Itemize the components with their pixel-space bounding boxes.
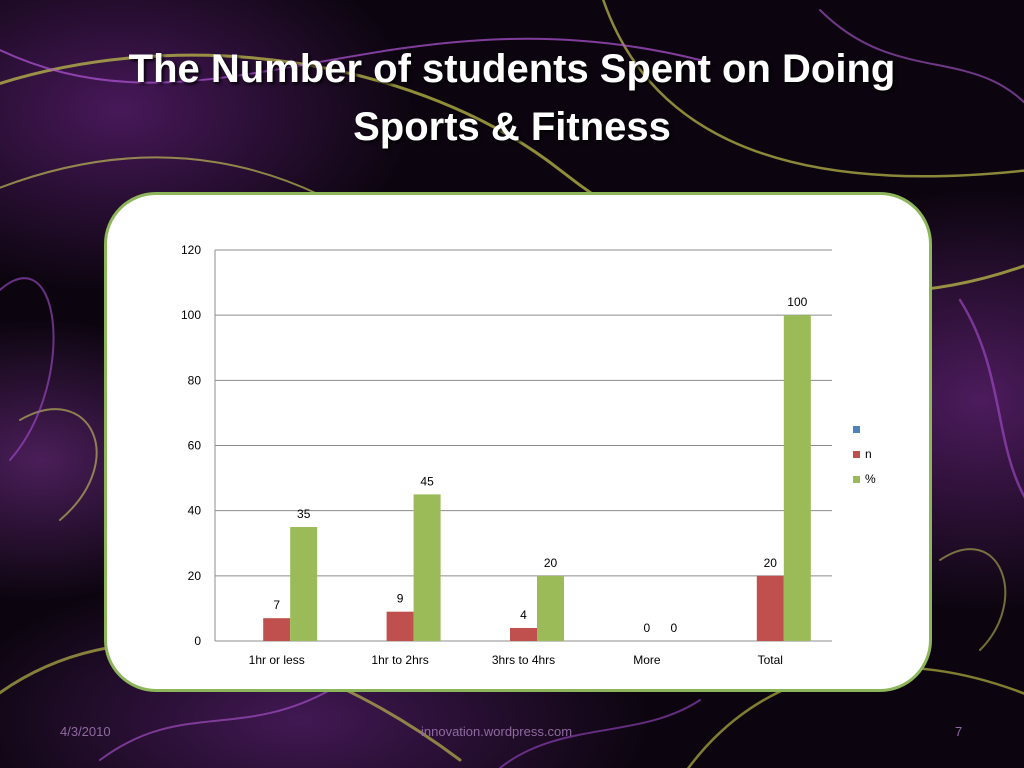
footer-source: innovation.wordpress.com	[421, 724, 573, 739]
legend-swatch	[853, 451, 860, 458]
bar-chart: 0 20 40 60 80 100 120 7 35 9 45 4 20 0 0 20 100 1hr or …	[181, 243, 876, 667]
legend-swatch	[853, 476, 860, 483]
chart-panel: 0 20 40 60 80 100 120 7 35 9 45 4 20 0 0 20 100 1hr or …	[104, 192, 932, 692]
y-tick-label: 60	[188, 439, 202, 453]
data-label: 0	[644, 621, 651, 635]
data-label: 100	[787, 295, 807, 309]
bar	[290, 526, 318, 641]
bar	[756, 575, 784, 641]
bar	[263, 618, 291, 641]
y-tick-label: 0	[194, 634, 201, 648]
data-label: 4	[520, 608, 527, 622]
y-tick-label: 80	[188, 373, 202, 387]
x-tick-labels: 1hr or less 1hr to 2hrs 3hrs to 4hrs More To…	[249, 653, 783, 667]
data-label: 20	[764, 556, 778, 570]
legend-label: %	[865, 472, 876, 486]
gridlines	[214, 249, 832, 642]
data-label: 7	[273, 598, 280, 612]
footer-date: 4/3/2010	[60, 724, 111, 739]
legend: n%	[853, 426, 876, 486]
legend-label: n	[865, 447, 872, 461]
bar	[537, 575, 564, 641]
slide-title: The Number of students Spent on Doing Sp…	[128, 47, 896, 149]
y-tick-label: 100	[181, 308, 201, 322]
x-tick-label: 3hrs to 4hrs	[492, 653, 555, 667]
x-tick-label: More	[633, 653, 661, 667]
data-label: 45	[420, 474, 434, 488]
data-label: 9	[397, 592, 404, 606]
y-tick-labels: 0 20 40 60 80 100 120	[181, 243, 201, 648]
data-label: 35	[297, 507, 311, 521]
x-tick-label: 1hr to 2hrs	[371, 653, 428, 667]
y-tick-label: 120	[181, 243, 201, 257]
y-tick-label: 40	[188, 504, 202, 518]
bar	[386, 611, 414, 641]
bar	[510, 627, 537, 641]
y-tick-label: 20	[188, 569, 202, 583]
bar	[413, 494, 441, 641]
data-label: 0	[671, 621, 678, 635]
x-tick-label: Total	[758, 653, 783, 667]
legend-swatch	[853, 426, 860, 433]
bars	[263, 315, 811, 641]
bar	[783, 315, 811, 641]
data-label: 20	[544, 556, 558, 570]
x-tick-label: 1hr or less	[249, 653, 305, 667]
page-number: 7	[955, 724, 963, 739]
data-labels: 7 35 9 45 4 20 0 0 20 100	[273, 295, 807, 635]
